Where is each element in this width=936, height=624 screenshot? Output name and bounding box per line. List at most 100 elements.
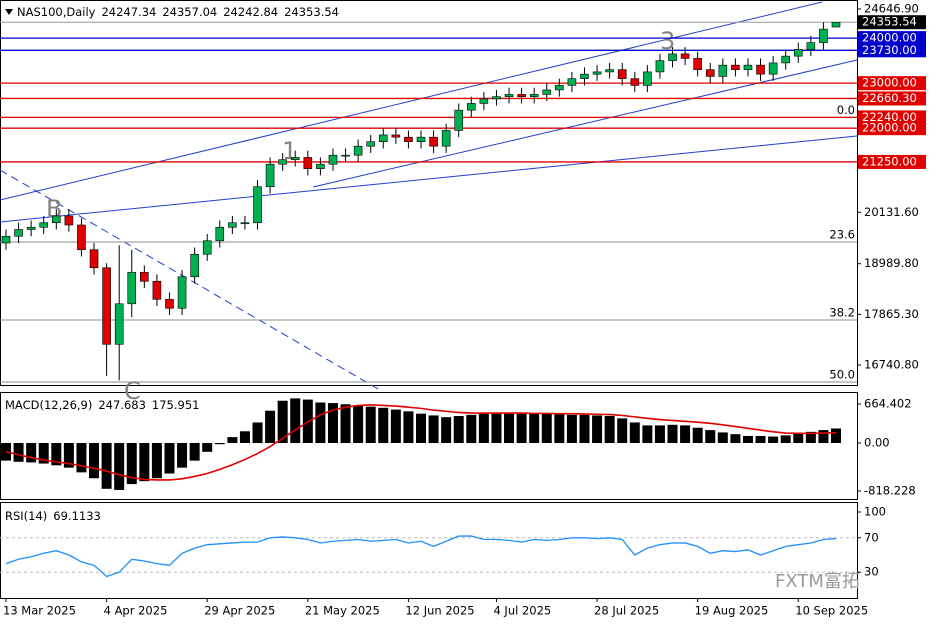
rsi-line	[5, 535, 837, 578]
macd-bar	[730, 434, 741, 444]
macd-bar	[453, 416, 464, 444]
level-label: 22240.00	[862, 110, 917, 124]
macd-bar	[491, 413, 502, 444]
macd-bar	[680, 425, 691, 444]
header-value: RSI(14)	[5, 509, 47, 523]
macd-bar	[189, 443, 200, 461]
header-value: 24357.04	[162, 5, 217, 19]
candle-body	[693, 58, 702, 70]
macd-bar	[227, 437, 238, 444]
header-value: MACD(12,26,9)	[5, 398, 92, 412]
macd-bar	[441, 417, 452, 444]
rsi-panel	[0, 502, 858, 599]
macd-bar	[390, 409, 401, 444]
y-tick-label: 70	[864, 530, 879, 544]
candle-body	[26, 226, 36, 230]
price-label: 24353.54	[862, 15, 917, 29]
macd-bar	[13, 443, 24, 462]
candle-body	[215, 226, 225, 242]
candle-body	[64, 215, 74, 226]
y-tick-label: 20131.60	[864, 205, 919, 219]
candle-body	[529, 94, 539, 97]
candle-body	[404, 136, 413, 142]
macd-bar	[89, 443, 100, 479]
candle-body	[793, 49, 803, 57]
candle-body	[1, 235, 11, 244]
candle-body	[416, 136, 426, 142]
y-tick-label: 664.402	[864, 397, 912, 411]
candle-body	[265, 163, 275, 188]
price-box	[858, 15, 926, 30]
macd-bar	[604, 416, 615, 444]
candle-body	[680, 53, 690, 59]
macd-bar	[654, 425, 665, 444]
candle-body	[240, 222, 250, 225]
candle-body	[328, 154, 338, 165]
macd-bar	[126, 443, 137, 485]
fib-label: 50.0	[829, 368, 855, 382]
macd-bar	[780, 435, 791, 444]
x-tick-label: 21 May 2025	[305, 604, 380, 618]
macd-bar	[290, 398, 301, 444]
candle-body	[643, 71, 652, 86]
candle-body	[114, 303, 124, 345]
header-value: 24353.54	[284, 5, 339, 19]
macd-bar	[755, 435, 766, 444]
x-tick-label: 10 Sep 2025	[795, 604, 868, 618]
macd-bar	[265, 410, 276, 444]
header-value: NAS100,Daily	[17, 5, 96, 19]
channel-lower	[312, 59, 858, 188]
macd-bar	[76, 443, 87, 473]
candle-body	[140, 271, 149, 282]
trend-line	[0, 135, 858, 223]
candle-body	[253, 186, 262, 224]
candle-body	[52, 215, 61, 224]
level-box	[858, 76, 926, 91]
header-value: 247.683	[98, 398, 146, 412]
macd-bar	[365, 406, 376, 444]
candle-body	[102, 267, 111, 345]
level-box	[858, 43, 926, 58]
candle-body	[831, 21, 841, 28]
candle-body	[290, 157, 300, 161]
level-label: 23730.00	[862, 43, 917, 57]
candle-body	[429, 136, 438, 147]
macd-bar	[38, 443, 49, 464]
macd-bar	[768, 436, 779, 444]
macd-bar	[139, 443, 150, 482]
header-value: 175.951	[152, 398, 200, 412]
macd-bar	[742, 435, 753, 444]
panel-header: RSI(14) 69.1133	[5, 509, 101, 523]
candle-body	[517, 94, 526, 97]
candle-body	[756, 64, 765, 75]
candle-body	[592, 71, 602, 75]
macd-bar	[416, 413, 426, 444]
x-tick-label: 13 Mar 2025	[3, 604, 76, 618]
level-label: 23000.00	[862, 76, 917, 90]
candle-body	[454, 109, 464, 131]
candle-body	[14, 229, 23, 237]
candle-body	[341, 154, 350, 157]
y-tick-label: 100	[864, 505, 886, 519]
candle-body	[630, 78, 640, 86]
price-panel	[0, 0, 858, 386]
y-tick-label: 16740.80	[864, 357, 919, 371]
candle-body	[39, 222, 49, 228]
macd-bar	[554, 414, 565, 444]
macd-bar	[466, 414, 477, 444]
menu-arrow	[5, 9, 13, 15]
candle-body	[202, 240, 212, 255]
macd-bar	[579, 414, 590, 444]
macd-bar	[516, 413, 527, 444]
macd-bar	[541, 413, 552, 444]
candle-body	[567, 78, 577, 86]
candle-body	[77, 224, 86, 251]
level-label: 21250.00	[862, 154, 917, 168]
macd-bar	[642, 425, 653, 444]
macd-bar	[378, 407, 389, 444]
y-tick-label: 18989.80	[864, 256, 919, 270]
candle-body	[467, 103, 476, 111]
macd-bar	[629, 422, 640, 444]
candle-body	[152, 280, 162, 300]
